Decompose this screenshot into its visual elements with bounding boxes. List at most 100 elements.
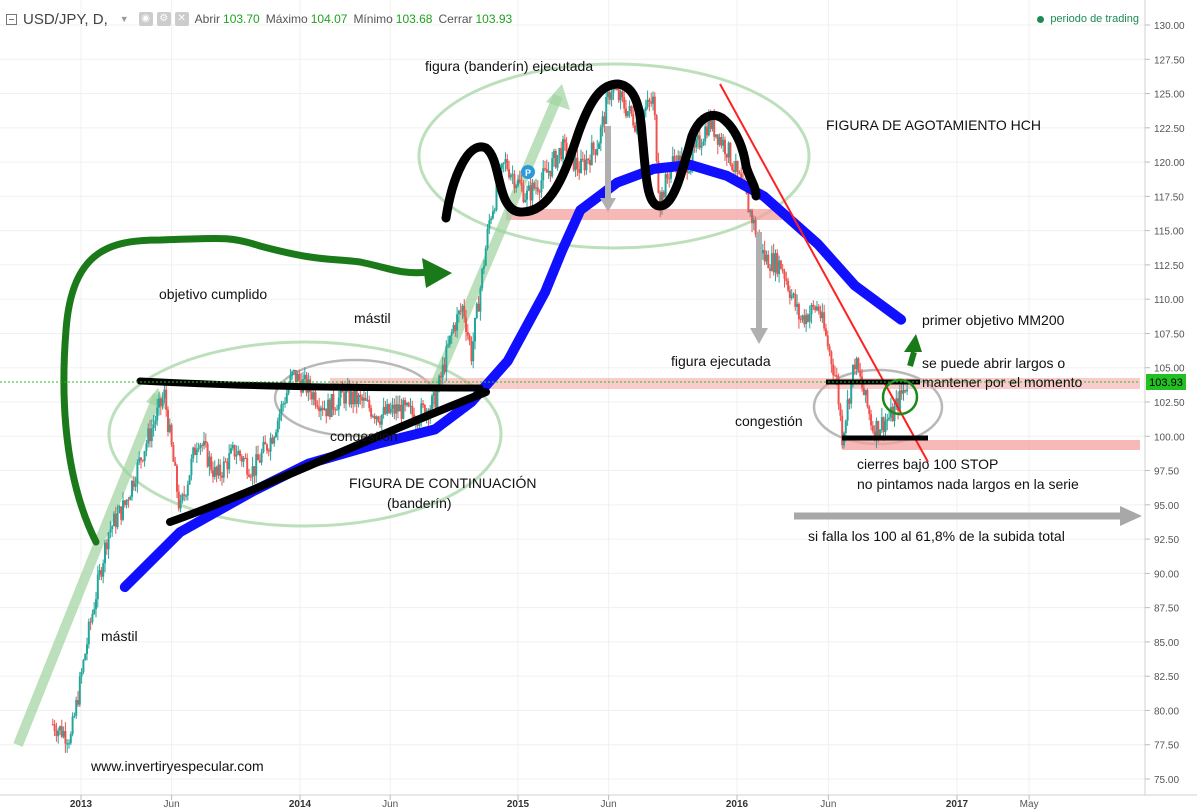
candle-body	[457, 310, 460, 315]
candle-body	[657, 161, 660, 193]
candle-body	[448, 335, 451, 345]
candle-body	[668, 178, 671, 180]
chevron-down-icon[interactable]: ▼	[119, 14, 129, 24]
candle-body	[316, 405, 319, 408]
candle-body	[230, 448, 232, 454]
candle-body	[783, 271, 786, 279]
candle-body	[379, 421, 382, 425]
candle-body	[797, 303, 800, 320]
candle-body	[284, 402, 286, 404]
candle-body	[560, 147, 563, 160]
candle-body	[215, 467, 218, 476]
candle-body	[513, 174, 516, 189]
p-marker[interactable]: P	[521, 165, 535, 179]
candle-body	[722, 139, 725, 146]
candle-body	[447, 344, 450, 347]
candle-body	[477, 303, 480, 312]
candle-body	[282, 403, 285, 405]
candle-body	[799, 319, 802, 321]
settings-icon[interactable]: ⚙	[156, 12, 171, 26]
candle-body	[772, 253, 775, 273]
candle-body	[788, 290, 791, 299]
candle-body	[617, 89, 620, 101]
candle-body	[332, 394, 335, 410]
candle-body	[289, 375, 292, 387]
candle-body	[792, 293, 795, 295]
label-mastil-2: mástil	[101, 628, 138, 644]
candle-body	[817, 306, 820, 312]
support-zones	[330, 209, 1140, 450]
x-tick-label: Jun	[382, 799, 398, 810]
candle-body	[468, 335, 471, 342]
candle-body	[323, 408, 326, 410]
candle-body	[386, 404, 389, 414]
candle-body	[266, 444, 268, 451]
candle-body	[303, 374, 306, 380]
candle-body	[904, 389, 907, 392]
candle-body	[253, 466, 256, 476]
candle-body	[470, 341, 473, 362]
candle-body	[271, 437, 274, 444]
y-tick-label: 117.50	[1154, 192, 1184, 203]
y-tick-label: 120.00	[1154, 158, 1185, 169]
candle-body	[123, 500, 126, 505]
candle-body	[159, 398, 162, 406]
candle-body	[698, 135, 701, 148]
candle-body	[150, 428, 153, 442]
candle-body	[194, 447, 196, 455]
candle-body	[86, 644, 88, 655]
candle-body	[93, 609, 96, 614]
trading-status-label: periodo de trading	[1050, 13, 1139, 25]
candle-body	[517, 179, 519, 186]
candle-body	[578, 168, 581, 173]
candle-body	[233, 445, 236, 457]
candle-body	[420, 403, 423, 422]
candle-body	[488, 220, 491, 229]
ma200-line	[119, 159, 907, 593]
candle-body	[895, 398, 898, 407]
candle-body	[877, 420, 880, 436]
price-candles	[51, 80, 909, 753]
eye-icon[interactable]: ◉	[138, 12, 153, 26]
y-tick-label: 90.00	[1154, 569, 1179, 580]
candle-body	[803, 315, 806, 325]
candle-body	[222, 461, 225, 478]
breakout-zone-104	[330, 378, 1140, 389]
label-congestion-2: congestión	[735, 413, 803, 429]
x-tick-label: Jun	[820, 799, 836, 810]
candle-body	[129, 496, 132, 501]
label-cierres-1: cierres bajo 100 STOP	[857, 456, 998, 472]
candle-body	[195, 449, 198, 455]
candle-body	[375, 416, 378, 419]
candle-body	[734, 160, 737, 172]
candle-body	[634, 125, 636, 132]
continuation-pattern-ellipse	[107, 340, 503, 528]
candle-body	[465, 317, 468, 332]
close-icon[interactable]: ✕	[174, 12, 189, 26]
candle-body	[434, 392, 437, 410]
y-axis[interactable]: 130.00 127.50 125.00 122.50 120.00 117.50 115.…	[1144, 0, 1185, 795]
candle-body	[280, 404, 283, 415]
candle-body	[404, 400, 407, 406]
collapse-icon[interactable]	[6, 13, 17, 25]
objetivo-cumplido-green-curve	[60, 234, 434, 546]
candle-body	[319, 407, 322, 412]
candle-body	[405, 402, 408, 406]
candle-body	[96, 574, 99, 600]
candle-body	[336, 409, 339, 411]
candle-body	[583, 159, 586, 171]
status-dot-icon	[1037, 15, 1045, 23]
candle-body	[321, 407, 324, 410]
candle-body	[481, 268, 484, 289]
candle-body	[141, 460, 144, 462]
x-axis[interactable]: 2013 Jun 2014 Jun 2015 Jun 2016 Jun 2017 May	[0, 794, 1197, 810]
candle-body	[778, 260, 781, 275]
symbol-title: USD/JPY, D,	[23, 10, 108, 28]
last-price-tag: 103.93	[1146, 374, 1186, 390]
candle-body	[495, 182, 498, 210]
candle-body	[527, 185, 530, 191]
candle-body	[754, 219, 757, 235]
candle-body	[75, 700, 78, 716]
x-tick-label: 2015	[507, 799, 530, 810]
